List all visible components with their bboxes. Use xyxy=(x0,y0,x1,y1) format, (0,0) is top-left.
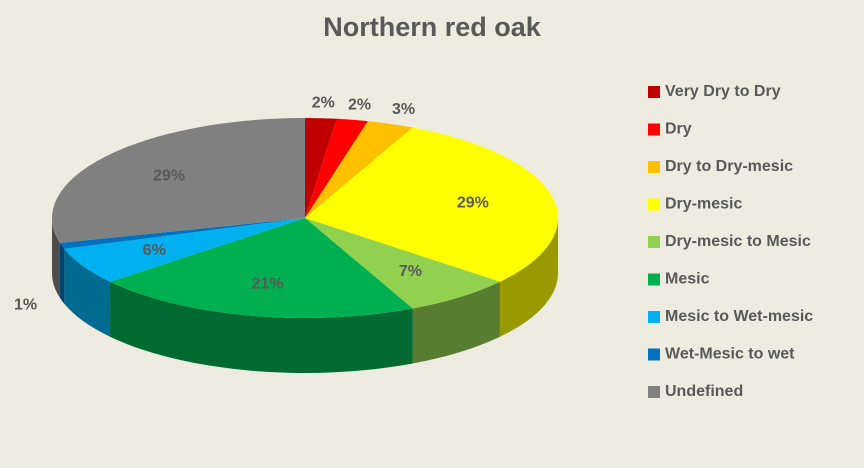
legend-label: Dry-mesic to Mesic xyxy=(665,233,811,250)
data-label: 2% xyxy=(312,94,335,111)
legend-swatch xyxy=(648,386,660,398)
slice xyxy=(305,118,337,218)
slice-side xyxy=(412,281,500,364)
legend-label: Dry-mesic xyxy=(665,196,742,213)
slice-side xyxy=(110,281,413,373)
legend-label: Dry to Dry-mesic xyxy=(665,158,793,175)
legend-label: Undefined xyxy=(665,383,743,400)
data-label: 6% xyxy=(143,242,166,259)
data-label: 3% xyxy=(392,101,415,118)
slice xyxy=(110,218,413,318)
slice xyxy=(305,118,368,218)
data-label: 7% xyxy=(399,263,422,280)
slice xyxy=(59,218,306,249)
data-label: 21% xyxy=(251,276,283,293)
legend-label: Very Dry to Dry xyxy=(665,83,781,100)
slice xyxy=(305,127,559,282)
slice-side xyxy=(59,242,65,304)
slice xyxy=(64,218,306,282)
legend-swatch xyxy=(648,123,660,136)
data-label: 29% xyxy=(153,168,185,185)
legend-swatch xyxy=(648,161,660,173)
slice-side xyxy=(64,248,111,337)
slice xyxy=(305,218,500,309)
data-label: 2% xyxy=(348,96,371,113)
chart-title: Northern red oak xyxy=(323,12,542,42)
slice xyxy=(52,118,305,243)
legend-swatch xyxy=(648,311,660,323)
slice-side xyxy=(499,218,558,337)
legend-label: Mesic xyxy=(665,271,710,288)
legend-swatch xyxy=(648,236,660,248)
legend-label: Mesic to Wet-mesic xyxy=(665,308,813,325)
legend-label: Dry xyxy=(665,121,692,138)
legend-label: Wet-Mesic to wet xyxy=(665,346,795,363)
legend-swatch xyxy=(648,348,660,361)
legend-swatch xyxy=(648,86,660,98)
data-label: 1% xyxy=(14,296,37,313)
data-label: 29% xyxy=(457,194,489,211)
legend-swatch xyxy=(648,198,660,211)
slice-side xyxy=(52,218,60,298)
legend-swatch xyxy=(648,273,660,286)
slice xyxy=(305,121,413,218)
